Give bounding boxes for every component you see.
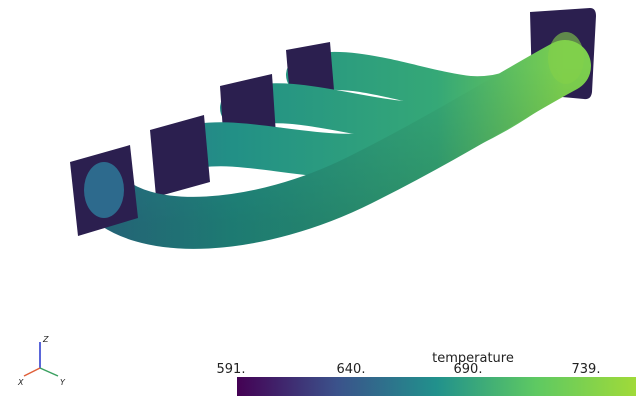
axes-triad: Z X Y	[17, 335, 66, 387]
pipe-end	[548, 32, 584, 84]
colorbar-tick-label: 591.	[217, 362, 246, 377]
colorbar-scale	[237, 377, 636, 396]
pipe-end	[84, 162, 124, 218]
colorbar: temperature 591. 640. 690. 739.	[217, 351, 636, 396]
viewport: Z X Y temperature 591. 640. 690. 739.	[0, 0, 638, 396]
x-label: X	[17, 378, 24, 387]
y-axis	[40, 368, 58, 376]
manifold-model	[70, 8, 596, 236]
flange	[150, 115, 210, 197]
colorbar-tick-label: 690.	[454, 362, 483, 377]
x-axis	[24, 368, 40, 376]
colorbar-tick-label: 739.	[572, 362, 601, 377]
colorbar-tick-label: 640.	[337, 362, 366, 377]
y-label: Y	[60, 378, 66, 387]
z-label: Z	[42, 335, 49, 344]
